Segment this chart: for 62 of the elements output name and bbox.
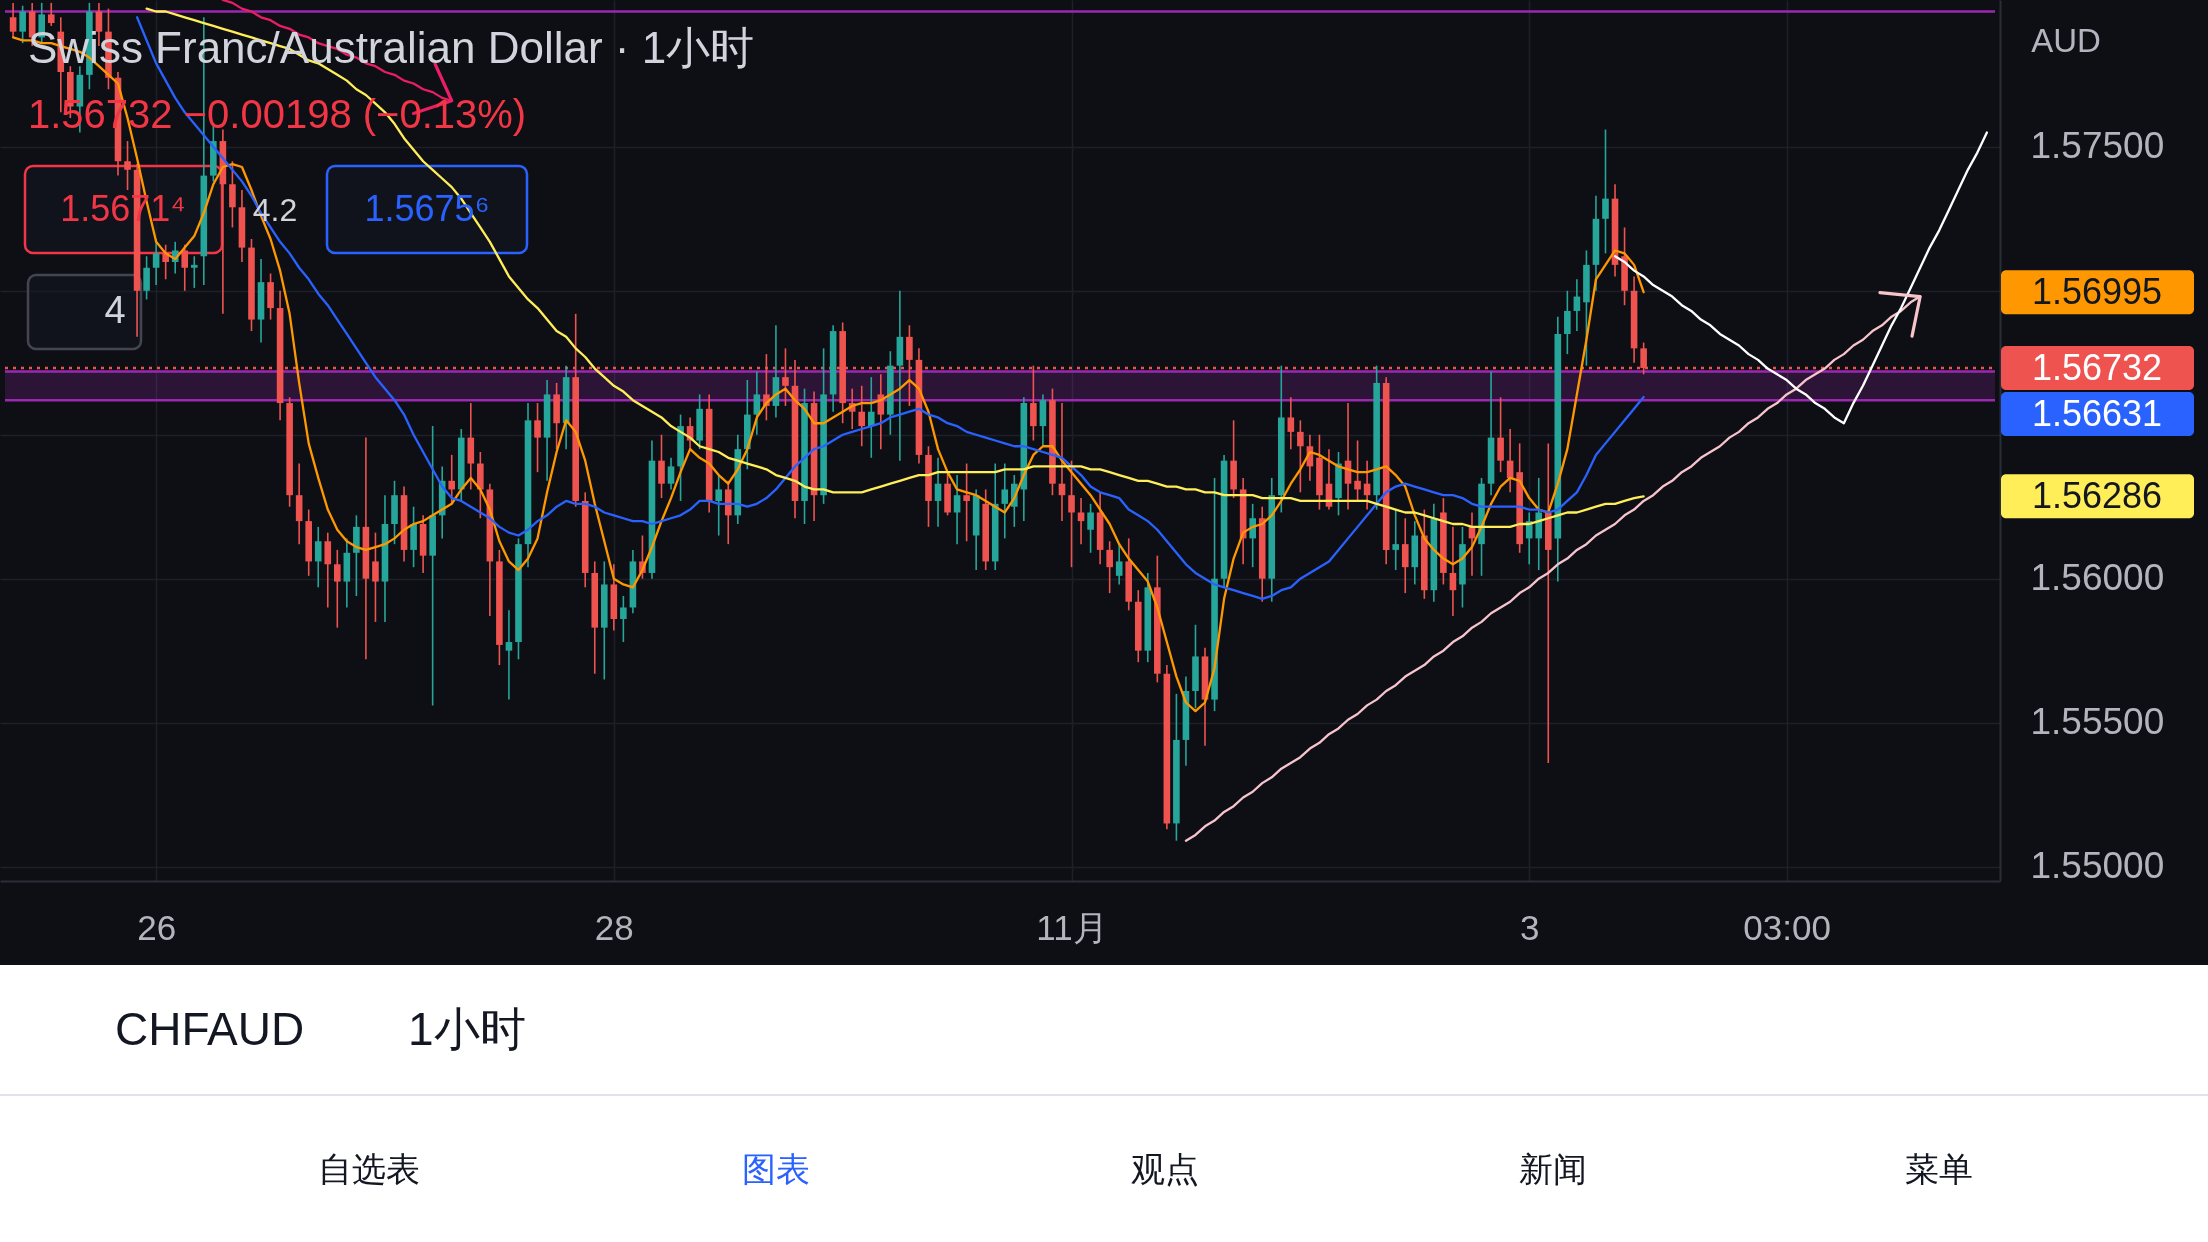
candlestick [963,462,970,543]
candlestick [1087,503,1094,554]
candlestick [324,531,332,609]
candlestick [334,549,341,629]
candlestick [658,433,665,499]
x-tick-label: 26 [137,907,177,947]
x-tick-label: 28 [594,907,634,947]
text: AUD [2031,22,2101,59]
candlestick [1106,540,1113,594]
text: CHFAUD [115,1003,305,1055]
candlestick [9,2,17,39]
text: 菜单 [1905,1150,1973,1188]
candlestick [19,4,26,44]
candlestick [314,526,322,589]
ref-line-label: 1.56732 [2031,346,2163,388]
candlestick [229,160,236,229]
text: 1小时 [408,1003,526,1055]
candlestick [1401,517,1409,594]
text: 1.56631 [2031,392,2163,434]
candlestick [1354,439,1361,502]
line-series [1613,131,1989,425]
candlestick [162,243,169,281]
candlestick [181,243,189,292]
text: 图表 [742,1150,810,1188]
candlestick [667,456,675,491]
text: 观点 [1131,1150,1199,1188]
candlestick [1115,543,1123,586]
candlestick [1077,497,1085,545]
candlestick [1297,419,1304,494]
y-tick-label: 1.55500 [2030,701,2165,743]
candlestick [143,255,150,301]
candlestick [47,2,55,27]
candlestick [867,376,875,459]
candlestick [1602,128,1609,255]
candlestick [1392,508,1400,571]
annotation: 4 [104,289,126,331]
y-tick-label: 1.55000 [2030,845,2165,887]
candlestick [372,531,379,623]
text: 新闻 [1519,1150,1587,1188]
candlestick [124,140,131,191]
candlestick [620,595,627,643]
text: 1.56995 [2031,271,2163,313]
candlestick [1525,511,1533,566]
candlestick [534,402,541,473]
text: 自选表 [318,1150,420,1188]
x-tick-label: 3 [1519,907,1540,947]
text: 1.56286 [2031,475,2163,517]
candlestick [505,609,513,701]
x-tick-label: 03:00 [1743,907,1831,947]
candlestick [190,255,198,289]
candlestick [1001,462,1009,540]
candlestick [858,385,866,448]
candlestick [1564,289,1571,355]
candlestick [1068,459,1075,568]
y-tick-label: 1.56000 [2030,557,2165,599]
candlestick [1287,396,1295,450]
candlestick [715,474,723,537]
x-tick-label: 11月 [1036,907,1108,947]
candlestick [448,454,456,505]
y-tick-label: 1.57500 [2030,125,2165,167]
candlestick [1497,396,1504,473]
candlestick [1249,503,1256,568]
